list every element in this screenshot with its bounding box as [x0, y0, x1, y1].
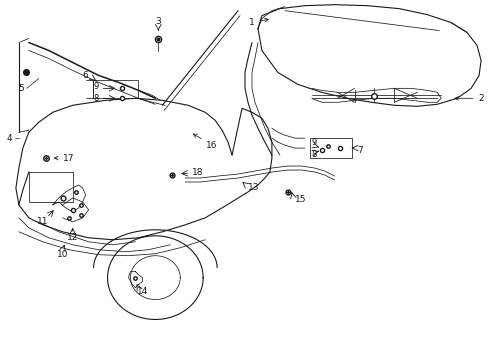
Text: 9: 9 [311, 138, 316, 147]
Text: 8: 8 [311, 150, 316, 159]
Text: 2: 2 [454, 94, 483, 103]
Text: 17: 17 [54, 154, 74, 163]
Text: 10: 10 [57, 250, 68, 259]
Text: 7: 7 [357, 145, 363, 154]
Text: 1: 1 [248, 18, 268, 27]
Text: 15: 15 [294, 195, 305, 204]
Text: 6: 6 [82, 71, 88, 80]
Text: 14: 14 [137, 287, 148, 296]
Text: 5: 5 [18, 84, 24, 93]
Text: 16: 16 [193, 134, 218, 150]
Text: 9: 9 [93, 82, 99, 91]
Text: 11: 11 [37, 217, 48, 226]
Text: 12: 12 [67, 233, 78, 242]
Text: 13: 13 [247, 184, 259, 193]
Text: 4: 4 [6, 134, 12, 143]
Text: 18: 18 [192, 167, 203, 176]
Text: 3: 3 [155, 17, 161, 26]
Text: 8: 8 [93, 94, 99, 103]
